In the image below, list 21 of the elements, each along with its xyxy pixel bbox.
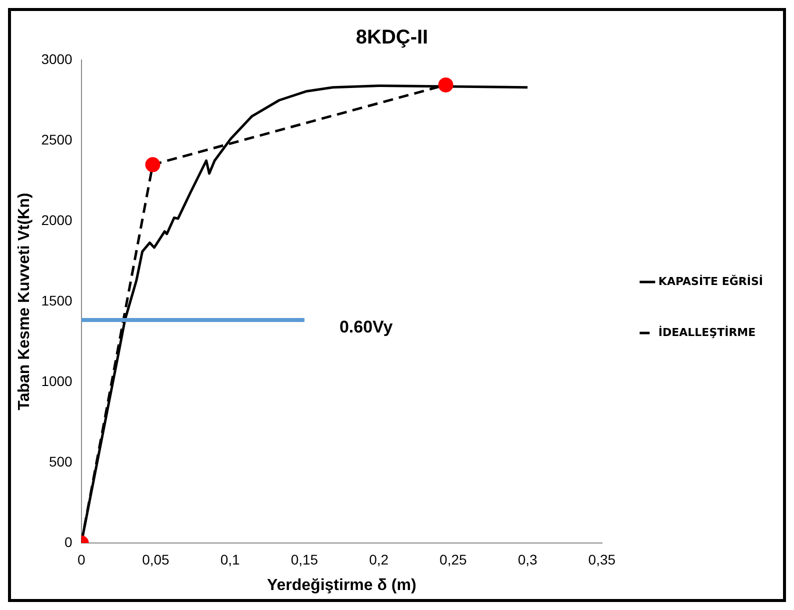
x-tick-label: 0,05 (142, 551, 170, 568)
x-axis-title: Yerdeğiştirme δ (m) (266, 576, 416, 594)
chart-title: 8KDÇ-II (356, 26, 428, 49)
x-tick-label: 0,25 (440, 551, 468, 568)
legend-label: İDEALLEŞTİRME (658, 324, 756, 339)
x-tick-label: 0,35 (588, 551, 616, 568)
y-tick-label: 2500 (41, 131, 73, 148)
y-tick-label: 2000 (41, 212, 73, 228)
y-tick-label: 0 (64, 534, 73, 550)
y-tick-label: 500 (48, 453, 73, 470)
y-tick-label: 1000 (41, 372, 73, 389)
y-tick-label: 3000 (41, 50, 73, 67)
x-tick-label: 0,2 (369, 551, 389, 568)
y-axis-title: Taban Kesme Kuvveti Vt(Kn) (16, 192, 34, 410)
legend-label: KAPASİTE EĞRİSİ (658, 274, 764, 288)
x-tick-label: 0 (77, 551, 86, 568)
x-tick-label: 0,3 (518, 551, 538, 568)
y-tick-label: 1500 (41, 292, 73, 308)
text: 0.60Vy (339, 318, 394, 337)
x-tick-label: 0,15 (290, 551, 318, 568)
x-tick-label: 0,1 (220, 551, 240, 568)
